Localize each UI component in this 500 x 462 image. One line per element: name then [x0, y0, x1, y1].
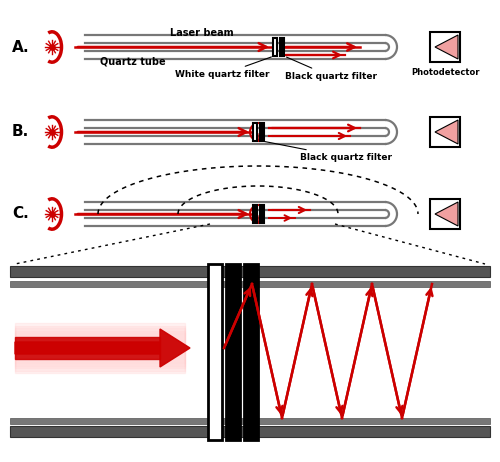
Bar [280, 38, 284, 56]
Bar [10, 418, 490, 424]
Text: Photodetector: Photodetector [411, 68, 479, 77]
Bar [10, 426, 490, 437]
FancyArrow shape [15, 323, 185, 373]
Bar [226, 264, 240, 440]
Text: Black quartz filter: Black quartz filter [285, 57, 377, 81]
Polygon shape [435, 202, 458, 226]
Bar [260, 205, 264, 223]
FancyArrow shape [15, 328, 185, 368]
FancyArrow shape [15, 329, 190, 367]
Text: Black quartz filter: Black quartz filter [264, 141, 392, 162]
Text: B.: B. [12, 124, 29, 140]
Text: Quartz tube: Quartz tube [100, 57, 166, 67]
Text: Laser beam: Laser beam [170, 28, 234, 38]
Bar [430, 117, 460, 147]
Polygon shape [435, 120, 458, 144]
Bar [273, 38, 277, 56]
Bar [208, 264, 222, 440]
Text: C.: C. [12, 207, 29, 221]
Bar [10, 281, 490, 287]
Text: A.: A. [12, 39, 29, 55]
Bar [10, 266, 490, 277]
Bar [253, 123, 257, 141]
Bar [430, 199, 460, 229]
Bar [430, 32, 460, 62]
FancyArrow shape [15, 337, 160, 359]
Bar [253, 205, 257, 223]
Text: White quartz filter: White quartz filter [175, 57, 272, 79]
Bar [244, 264, 258, 440]
Bar [260, 123, 264, 141]
FancyArrow shape [15, 326, 185, 371]
FancyArrow shape [15, 330, 185, 365]
Polygon shape [435, 35, 458, 59]
